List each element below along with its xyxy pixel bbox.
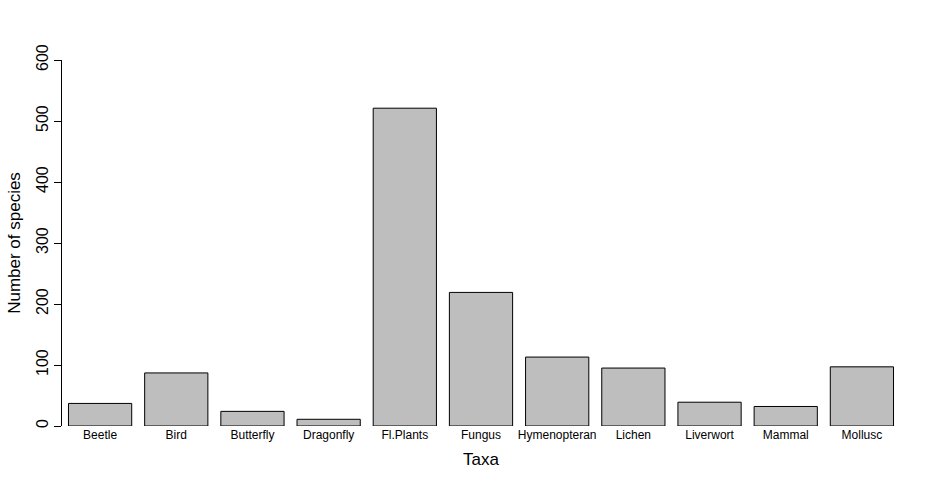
svg-text:Lichen: Lichen <box>616 428 651 442</box>
svg-text:Fungus: Fungus <box>461 428 501 442</box>
svg-text:Mollusc: Mollusc <box>842 428 883 442</box>
svg-text:Taxa: Taxa <box>463 450 499 469</box>
svg-text:Butterfly: Butterfly <box>230 428 274 442</box>
svg-text:Beetle: Beetle <box>83 428 117 442</box>
svg-text:100: 100 <box>34 349 51 376</box>
svg-text:300: 300 <box>34 227 51 254</box>
svg-text:Liverwort: Liverwort <box>685 428 734 442</box>
svg-text:Bird: Bird <box>166 428 187 442</box>
svg-text:Fl.Plants: Fl.Plants <box>381 428 428 442</box>
svg-text:500: 500 <box>34 105 51 132</box>
svg-text:200: 200 <box>34 288 51 315</box>
svg-text:Mammal: Mammal <box>763 428 809 442</box>
svg-text:400: 400 <box>34 166 51 193</box>
svg-text:0: 0 <box>34 419 51 428</box>
svg-text:600: 600 <box>34 44 51 71</box>
svg-text:Number of species: Number of species <box>5 172 24 314</box>
svg-text:Dragonfly: Dragonfly <box>303 428 354 442</box>
svg-text:Hymenopteran: Hymenopteran <box>518 428 597 442</box>
